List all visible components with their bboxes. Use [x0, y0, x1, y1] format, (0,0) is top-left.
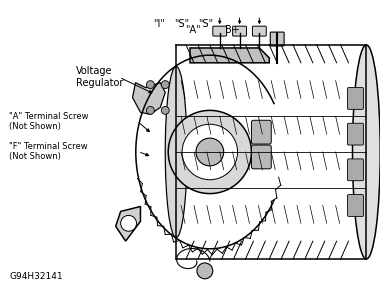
- Text: "S": "S": [199, 19, 214, 29]
- Circle shape: [196, 138, 224, 166]
- Circle shape: [161, 81, 169, 88]
- Text: "A": "A": [185, 25, 201, 34]
- Ellipse shape: [353, 45, 380, 259]
- Circle shape: [146, 81, 154, 88]
- FancyBboxPatch shape: [348, 195, 363, 216]
- Text: B+: B+: [225, 25, 240, 34]
- FancyBboxPatch shape: [233, 26, 246, 36]
- Text: Voltage
Regulator: Voltage Regulator: [76, 66, 123, 88]
- Text: "A" Terminal Screw
(Not Shown): "A" Terminal Screw (Not Shown): [9, 112, 89, 131]
- Text: G94H32141: G94H32141: [9, 272, 63, 281]
- Circle shape: [168, 110, 251, 194]
- Polygon shape: [133, 82, 165, 114]
- FancyBboxPatch shape: [251, 145, 271, 169]
- Circle shape: [146, 106, 154, 114]
- Polygon shape: [116, 206, 141, 241]
- Ellipse shape: [165, 66, 187, 238]
- FancyBboxPatch shape: [348, 88, 363, 110]
- Polygon shape: [190, 48, 269, 63]
- Circle shape: [182, 124, 238, 180]
- Text: "S": "S": [174, 19, 189, 29]
- FancyBboxPatch shape: [213, 26, 227, 36]
- FancyBboxPatch shape: [253, 26, 266, 36]
- FancyBboxPatch shape: [270, 32, 284, 46]
- Circle shape: [161, 106, 169, 114]
- FancyBboxPatch shape: [251, 120, 271, 144]
- Circle shape: [197, 263, 213, 279]
- Text: "F" Terminal Screw
(Not Shown): "F" Terminal Screw (Not Shown): [9, 142, 88, 161]
- FancyBboxPatch shape: [348, 159, 363, 181]
- Text: "I": "I": [153, 19, 165, 29]
- Circle shape: [121, 215, 136, 231]
- FancyBboxPatch shape: [348, 123, 363, 145]
